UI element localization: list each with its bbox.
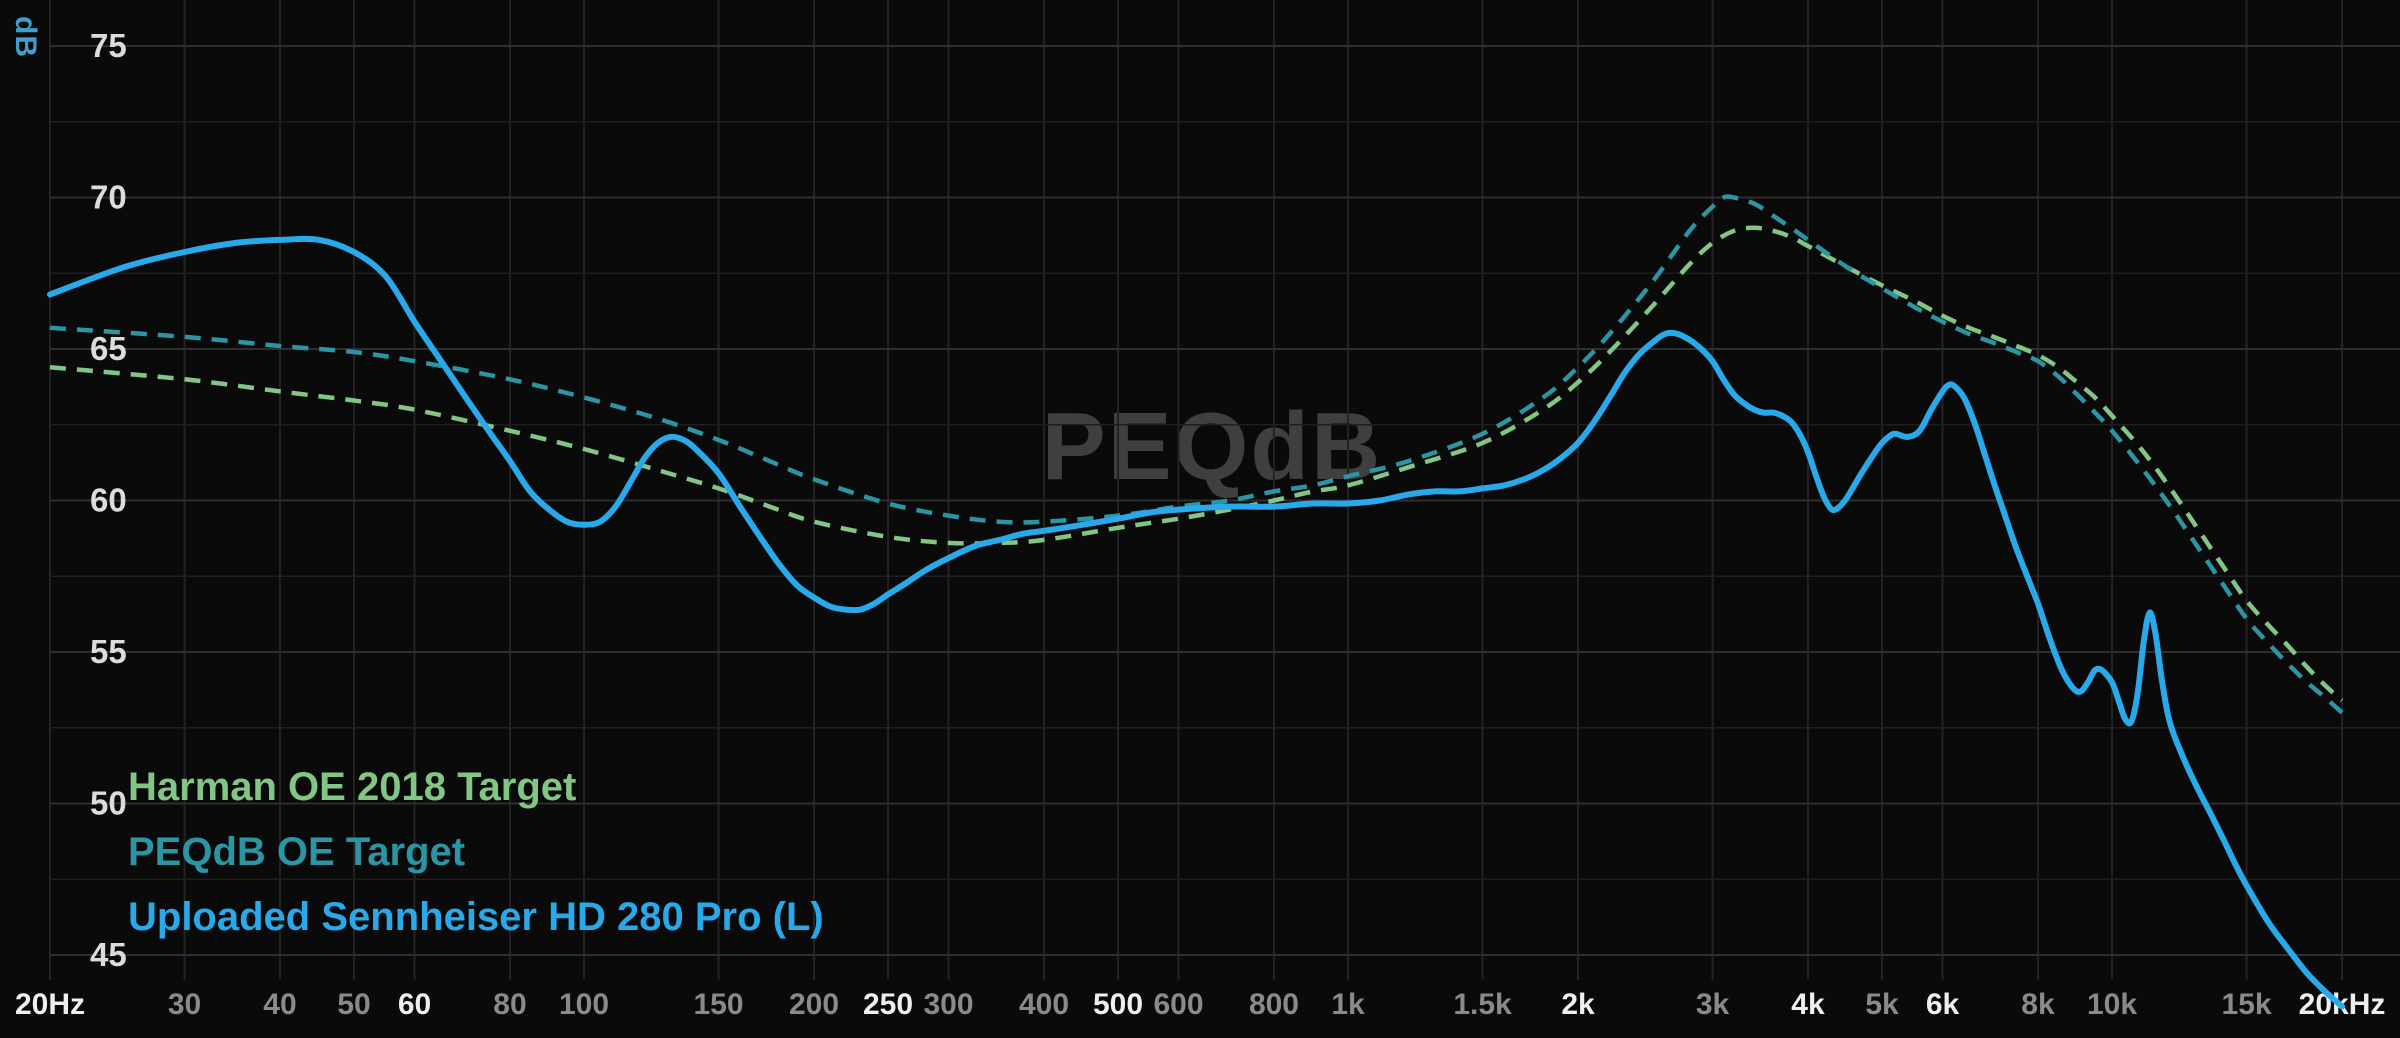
series-uploaded-sennheiser-hd-280-pro-l (47, 235, 2345, 1010)
y-tick-label: 65 (90, 330, 127, 367)
x-tick-label: 800 (1249, 988, 1299, 1021)
x-tick-label: 6k (1926, 988, 1960, 1021)
x-tick-label: 30 (168, 988, 201, 1021)
series-harman-oe-2018-target (49, 225, 2344, 703)
x-tick-label: 50 (337, 988, 370, 1021)
x-tick-label: 15k (2222, 988, 2272, 1021)
x-tick-label: 150 (694, 988, 744, 1021)
x-tick-label: 20Hz (15, 988, 85, 1021)
y-tick-label: 70 (90, 179, 127, 216)
series-peqdb-oe-target (49, 194, 2344, 715)
y-axis-unit-label: dB (9, 16, 42, 58)
y-tick-label: 45 (90, 936, 127, 973)
x-tick-label: 100 (559, 988, 609, 1021)
y-tick-label: 55 (90, 633, 127, 670)
legend-item-peqdb-oe-target[interactable]: PEQdB OE Target (128, 830, 466, 874)
x-tick-label: 250 (863, 988, 913, 1021)
x-tick-label: 3k (1696, 988, 1730, 1021)
x-tick-label: 200 (789, 988, 839, 1021)
legend-item-harman-oe-2018-target[interactable]: Harman OE 2018 Target (128, 765, 577, 809)
legend: Harman OE 2018 Target PEQdB OE Target Uplo… (128, 766, 824, 939)
x-tick-label: 300 (924, 988, 974, 1021)
x-tick-label: 1.5k (1453, 988, 1512, 1021)
y-tick-label: 50 (90, 785, 127, 822)
y-tick-label: 60 (90, 482, 127, 519)
x-axis-labels: 20Hz 30 40 50 60 80 100 150 200 250 300 400 500 600 80… (15, 988, 2385, 1021)
y-tick-label: 75 (90, 27, 127, 64)
x-tick-label: 500 (1093, 988, 1143, 1021)
x-tick-label: 40 (263, 988, 296, 1021)
x-tick-label: 8k (2021, 988, 2055, 1021)
x-tick-label: 400 (1019, 988, 1069, 1021)
x-tick-label: 10k (2087, 988, 2137, 1021)
x-tick-label: 2k (1561, 988, 1595, 1021)
legend-item-uploaded-sennheiser-hd-280-pro-l[interactable]: Uploaded Sennheiser HD 280 Pro (L) (128, 895, 824, 939)
x-tick-label: 600 (1153, 988, 1203, 1021)
x-tick-label: 4k (1791, 988, 1825, 1021)
y-axis-labels: 75 70 65 60 55 50 45 (90, 27, 127, 973)
x-tick-label: 5k (1865, 988, 1899, 1021)
x-tick-label: 80 (493, 988, 526, 1021)
x-tick-label: 60 (398, 988, 431, 1021)
x-tick-label: 1k (1331, 988, 1365, 1021)
